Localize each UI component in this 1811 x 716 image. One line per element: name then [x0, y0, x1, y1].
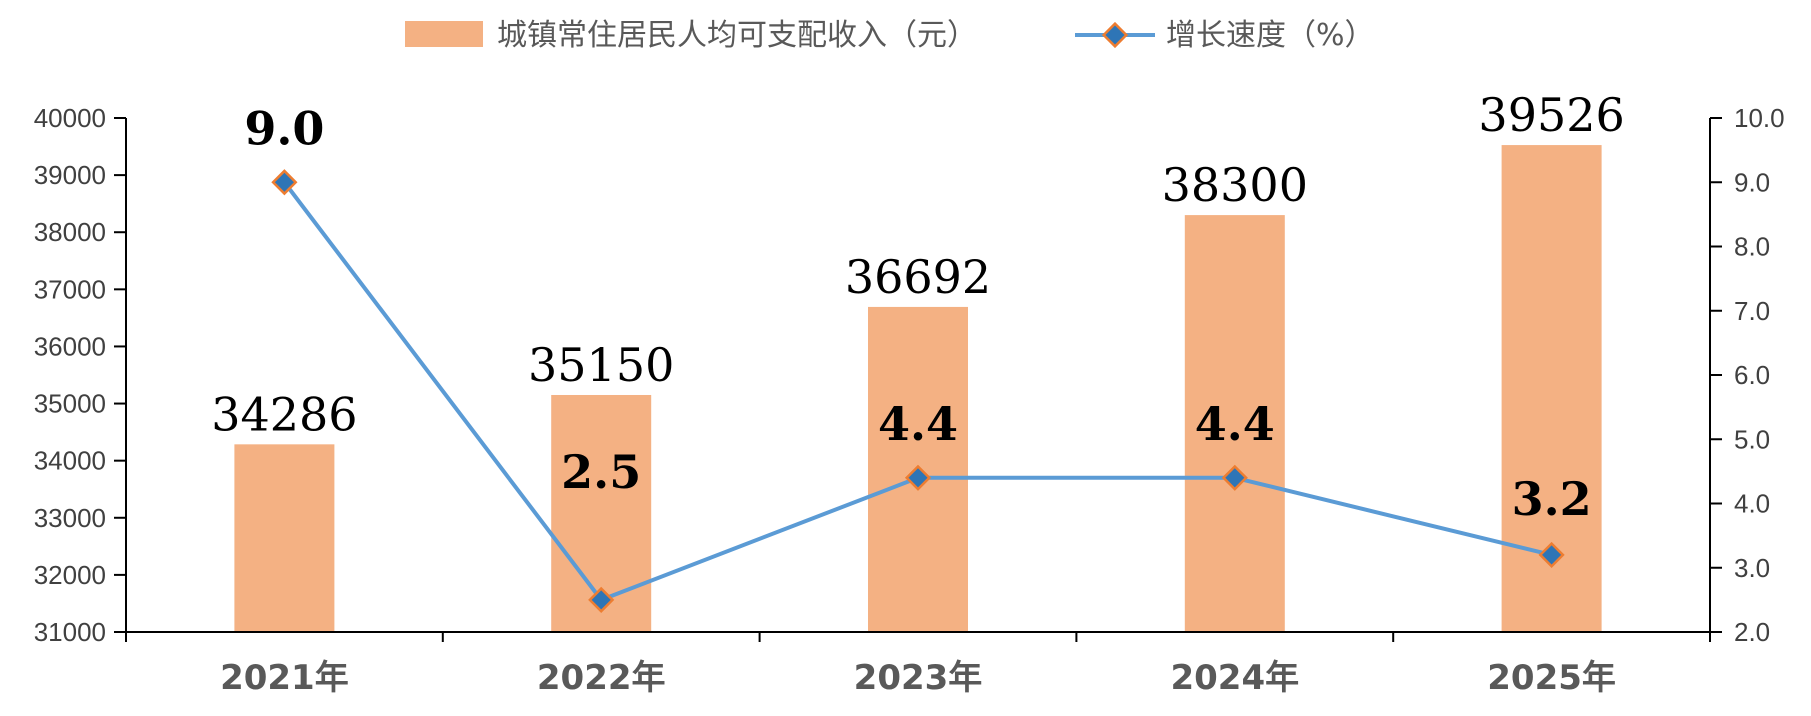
legend-bar-swatch	[405, 21, 483, 47]
legend-line-marker	[1101, 21, 1129, 49]
x-tick-label: 2022年	[537, 658, 666, 698]
line-point-3	[904, 464, 932, 491]
legend-line-label: 增长速度（%）	[1166, 18, 1375, 53]
x-tick-label: 2021年	[220, 658, 349, 698]
line-value-label: 9.0	[244, 101, 324, 155]
bars-group	[234, 145, 1602, 633]
left-tick-label: 36000	[34, 331, 106, 361]
line-point-4	[1221, 464, 1248, 491]
line-value-label: 2.5	[561, 445, 641, 499]
left-tick-label: 33000	[34, 503, 106, 533]
x-tick-label: 2025年	[1487, 658, 1616, 698]
right-tick-label: 6.0	[1734, 360, 1770, 390]
right-tick-label: 7.0	[1734, 296, 1770, 326]
legend-bar-label: 城镇常住居民人均可支配收入（元）	[497, 18, 977, 53]
left-tick-label: 40000	[34, 103, 106, 133]
line-point-2	[588, 586, 615, 613]
right-tick-label: 10.0	[1734, 103, 1785, 133]
bar-1	[234, 444, 335, 632]
right-tick-label: 4.0	[1734, 489, 1770, 519]
left-tick-label: 39000	[34, 160, 106, 190]
line-value-label: 4.4	[1195, 397, 1275, 451]
right-tick-label: 5.0	[1734, 424, 1770, 454]
line-point-5	[1538, 541, 1565, 568]
bar-4	[1184, 215, 1285, 633]
data-labels-group: 34286 35150 36692 38300 39526 9.0 2.5 4.4 4.4 3.2	[211, 88, 1625, 526]
line-value-label: 4.4	[878, 397, 958, 451]
left-tick-label: 32000	[34, 560, 106, 590]
right-tick-label: 3.0	[1734, 553, 1770, 583]
left-tick-label: 35000	[34, 389, 106, 419]
bar-value-label: 34286	[211, 387, 357, 441]
line-value-label: 3.2	[1512, 472, 1592, 526]
left-tick-label: 37000	[34, 274, 106, 304]
left-tick-label: 31000	[34, 617, 106, 647]
bar-value-label: 35150	[528, 338, 674, 392]
left-tick-label: 34000	[34, 446, 106, 476]
x-tick-label: 2023年	[854, 658, 983, 698]
bar-value-label: 36692	[845, 250, 991, 304]
right-tick-label: 8.0	[1734, 232, 1770, 262]
bar-value-label: 39526	[1478, 88, 1624, 142]
line-point-1	[271, 169, 298, 196]
bar-value-label: 38300	[1162, 158, 1308, 212]
right-tick-label: 2.0	[1734, 617, 1770, 647]
x-tick-label: 2024年	[1170, 658, 1299, 698]
line-series-group	[271, 169, 1565, 613]
ticks-group: 31000 32000 33000 34000 35000 36000 37000 38000…	[34, 103, 1785, 698]
right-tick-label: 9.0	[1734, 167, 1770, 197]
legend: 城镇常住居民人均可支配收入（元） 增长速度（%）	[405, 18, 1375, 53]
left-tick-label: 38000	[34, 217, 106, 247]
